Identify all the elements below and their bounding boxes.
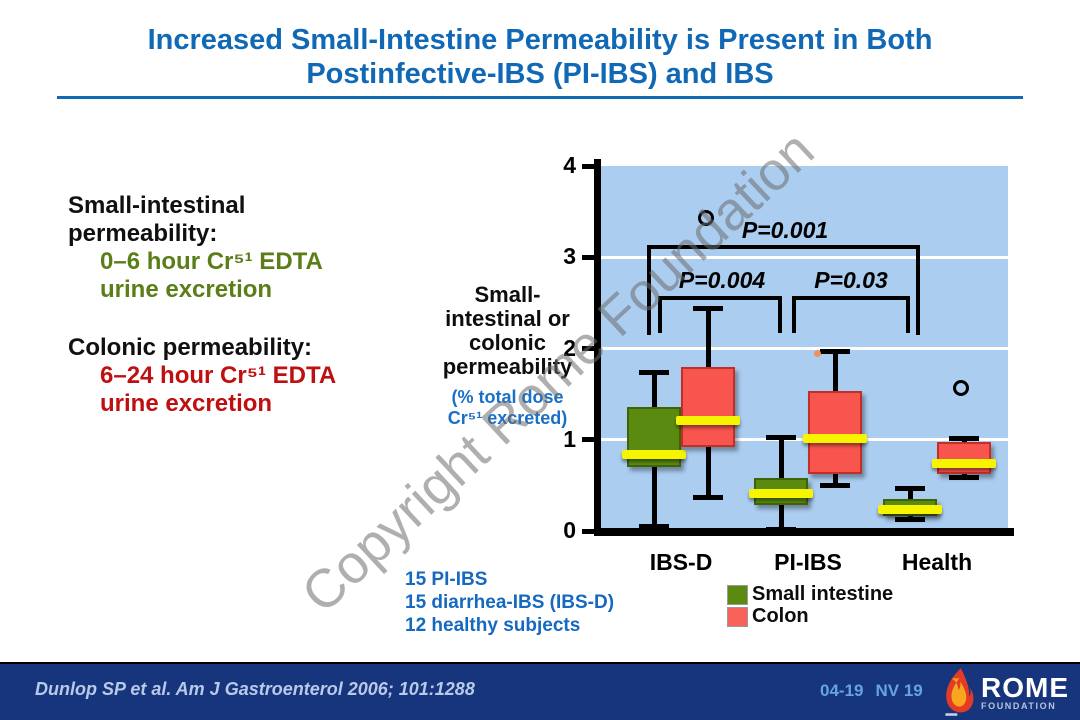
- whisker-cap-low-colon-IBS-D: [693, 494, 723, 500]
- cohort-note-2: 15 diarrhea-IBS (IBS-D): [405, 592, 615, 613]
- chart-legend: Small intestine Colon: [727, 583, 894, 628]
- page-title: Increased Small-Intestine Permeability i…: [0, 23, 1080, 91]
- whisker-cap-low-colon-Health: [949, 474, 979, 480]
- legend-swatch-small-intestine: [727, 584, 748, 605]
- p-value-label-P=0.03: P=0.03: [814, 267, 888, 293]
- x-category-label-Health: Health: [901, 549, 973, 575]
- p-value-label-P=0.004: P=0.004: [678, 267, 766, 293]
- x-category-label-PI-IBS: PI-IBS: [774, 549, 842, 575]
- y-tick-label-0: 0: [563, 517, 576, 543]
- median-small-intestine-IBS-D: [622, 449, 686, 459]
- median-colon-PI-IBS: [803, 434, 867, 444]
- y-tick-label-2: 2: [563, 334, 576, 361]
- legend-item-colon: Colon: [727, 605, 893, 627]
- legend-label-small-intestine: Small intestine: [752, 583, 894, 605]
- y-axis-label-line3: colonic: [468, 330, 546, 355]
- legend-swatch-colon: [727, 606, 748, 627]
- median-small-intestine-PI-IBS: [749, 489, 813, 499]
- p-value-label-P=0.001: P=0.001: [741, 217, 829, 243]
- outlier-circle-IBS-D: [698, 210, 714, 226]
- slide-code-left: 04-19: [820, 681, 864, 700]
- y-tick-3: [582, 254, 595, 260]
- whisker-cap-high-small-intestine-IBS-D: [639, 369, 669, 375]
- colonic-heading: Colonic permeability:: [68, 334, 313, 361]
- p-bracket-P=0.03: [792, 296, 910, 333]
- whisker-cap-high-colon-Health: [949, 436, 979, 442]
- gridline-2: [601, 347, 1008, 350]
- title-underline: [57, 96, 1023, 99]
- colonic-detail-line2: urine excretion: [100, 390, 273, 417]
- box-colon-Health: [937, 441, 991, 475]
- y-axis-label-line4: permeability: [442, 354, 573, 379]
- whisker-cap-low-colon-PI-IBS: [820, 482, 850, 488]
- title-line-2: Postinfective-IBS (PI-IBS) and IBS: [306, 58, 774, 90]
- y-axis-label: Small- intestinal or colonic permeabilit…: [420, 283, 595, 429]
- flame-icon: [945, 668, 974, 716]
- slide-code: 04-19 NV 19: [820, 681, 935, 701]
- logo-text: ROME FOUNDATION: [981, 671, 1069, 711]
- y-axis-unit-line2: Cr⁵¹ excreted): [447, 408, 568, 428]
- footer-bar: Dunlop SP et al. Am J Gastroenterol 2006…: [0, 664, 1080, 720]
- outlier-circle-Health: [953, 379, 969, 396]
- slide-code-right: NV 19: [875, 681, 923, 700]
- logo-name: ROME: [981, 671, 1069, 703]
- p-bracket-P=0.001: [647, 245, 920, 335]
- median-colon-IBS-D: [676, 416, 740, 426]
- whisker-cap-high-small-intestine-Health: [895, 485, 925, 491]
- box-colon-PI-IBS: [808, 391, 862, 474]
- y-tick-0: [582, 528, 595, 534]
- legend-label-colon: Colon: [752, 605, 809, 627]
- y-tick-1: [582, 437, 595, 443]
- whisker-cap-high-colon-IBS-D: [693, 305, 723, 311]
- y-tick-4: [582, 163, 595, 169]
- whisker-cap-low-small-intestine-IBS-D: [639, 523, 669, 529]
- y-axis-line: [594, 159, 601, 536]
- title-line-1: Increased Small-Intestine Permeability i…: [147, 24, 933, 56]
- whisker-cap-high-colon-PI-IBS: [820, 348, 850, 354]
- small-intestinal-detail-line2: urine excretion: [100, 276, 273, 303]
- median-small-intestine-Health: [878, 504, 942, 514]
- whisker-cap-low-small-intestine-Health: [895, 516, 925, 522]
- y-tick-label-1: 1: [563, 425, 576, 452]
- colonic-detail-line1: 6–24 hour Cr⁵¹ EDTA: [100, 362, 337, 389]
- cohort-note-1: 15 PI-IBS: [405, 569, 488, 590]
- y-axis-unit-line1: (% total dose: [451, 387, 564, 407]
- citation-text: Dunlop SP et al. Am J Gastroenterol 2006…: [35, 679, 475, 699]
- x-axis-line: [594, 528, 1014, 536]
- small-intestinal-heading-line2: permeability:: [68, 220, 218, 247]
- small-intestinal-heading-line1: Small-intestinal: [68, 192, 246, 219]
- y-axis-unit: (% total dose Cr⁵¹ excreted): [420, 387, 595, 429]
- small-intestinal-detail-line1: 0–6 hour Cr⁵¹ EDTA: [100, 248, 323, 275]
- rome-foundation-logo: ROME FOUNDATION: [942, 667, 1069, 717]
- logo-subtitle: FOUNDATION: [981, 700, 1057, 711]
- y-tick-label-3: 3: [563, 243, 576, 270]
- footer-divider: [0, 662, 1080, 664]
- legend-item-small-intestine: Small intestine: [727, 583, 894, 605]
- gridline-3: [601, 255, 1008, 259]
- x-category-label-IBS-D: IBS-D: [649, 549, 713, 575]
- y-tick-label-4: 4: [563, 152, 576, 178]
- cohort-note-3: 12 healthy subjects: [405, 615, 581, 636]
- whisker-cap-high-small-intestine-PI-IBS: [766, 434, 796, 440]
- p-bracket-P=0.004: [658, 296, 782, 333]
- y-axis-label-line1: Small-: [474, 282, 541, 307]
- median-colon-Health: [932, 458, 996, 468]
- y-axis-label-line2: intestinal or: [445, 306, 570, 331]
- y-tick-2: [582, 346, 595, 351]
- box-colon-IBS-D: [681, 366, 735, 448]
- cohort-notes: 15 PI-IBS 15 diarrhea-IBS (IBS-D) 12 hea…: [405, 568, 614, 637]
- definitions-panel: Small-intestinal permeability: 0–6 hour …: [68, 192, 336, 418]
- outlier-dot-PI-IBS: [813, 349, 821, 357]
